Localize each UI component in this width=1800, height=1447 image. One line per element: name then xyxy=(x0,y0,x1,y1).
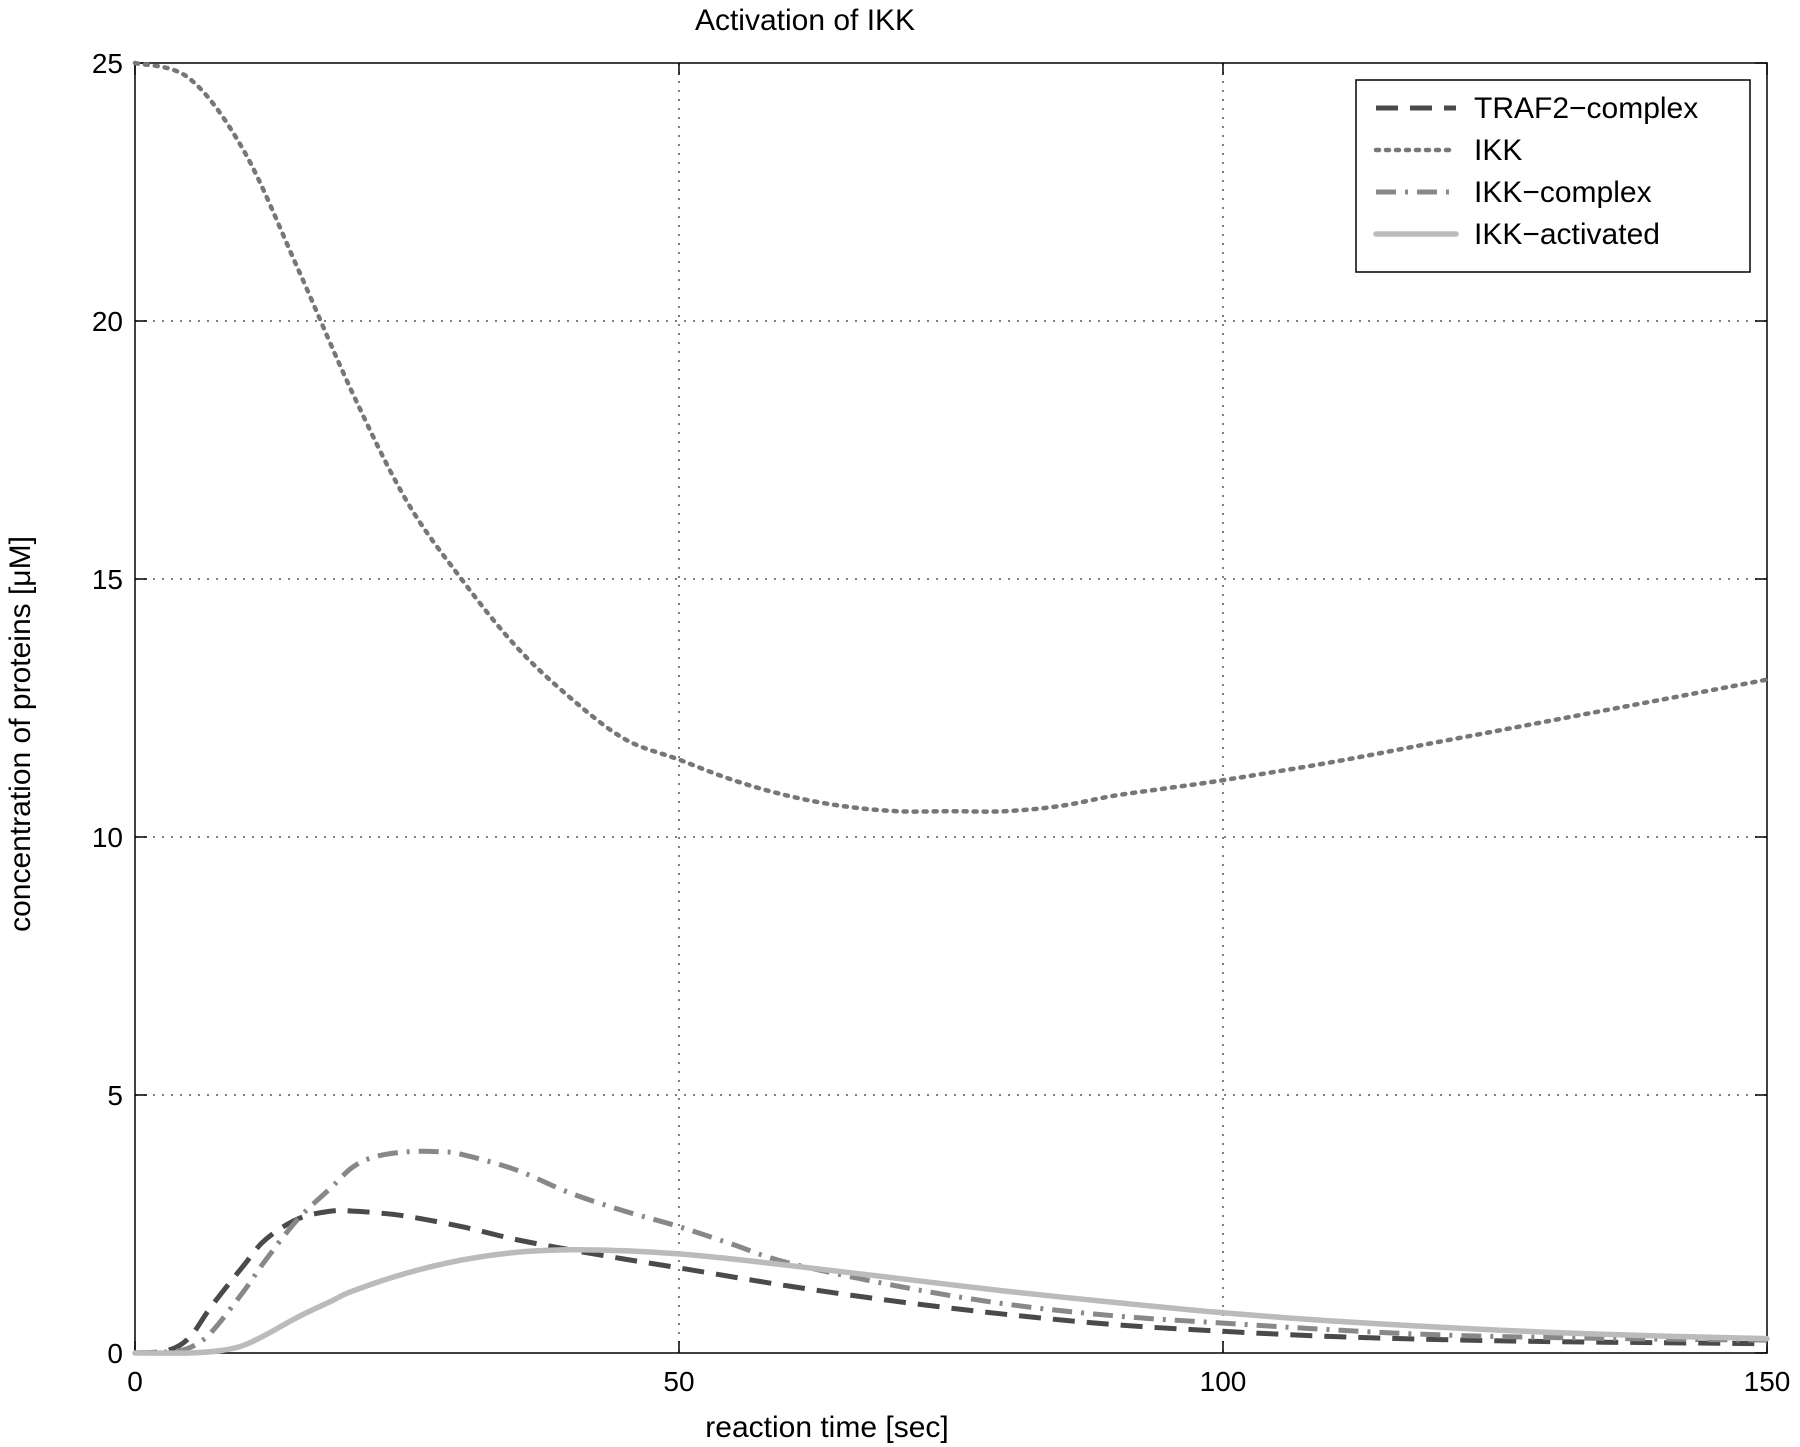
plot-frame xyxy=(134,62,1768,1354)
legend-box xyxy=(1355,79,1751,273)
y-tick-label: 20 xyxy=(92,306,123,337)
legend-label: TRAF2−complex xyxy=(1474,92,1698,125)
y-tick-label: 15 xyxy=(92,564,123,595)
y-tick-label: 10 xyxy=(92,822,123,853)
y-tick-label: 0 xyxy=(107,1338,123,1369)
legend-label: IKK xyxy=(1474,134,1522,167)
legend-label: IKK−complex xyxy=(1474,176,1652,209)
x-axis-label: reaction time [sec] xyxy=(705,1411,948,1444)
legend-label: IKK−activated xyxy=(1474,218,1660,251)
series-line-3 xyxy=(134,1148,1768,1356)
x-tick-label: 150 xyxy=(1744,1366,1791,1397)
y-tick-label: 5 xyxy=(107,1080,123,1111)
series-lines xyxy=(132,60,1770,1356)
x-tick-label: 0 xyxy=(127,1366,143,1397)
grid-lines xyxy=(135,63,1767,1353)
x-tick-label: 100 xyxy=(1200,1366,1247,1397)
series-line-4 xyxy=(132,1246,1770,1356)
x-tick-label: 50 xyxy=(663,1366,694,1397)
tick-labels: 0 50 100 150 0 5 10 15 20 25 xyxy=(92,48,1791,1397)
y-axis-label: concentration of proteins [μM] xyxy=(4,536,37,932)
series-line-1 xyxy=(134,1207,1768,1356)
legend: TRAF2−complex IKK IKK−complex IKK−activated xyxy=(1355,79,1751,273)
series-line-2 xyxy=(132,60,1770,814)
y-tick-label: 25 xyxy=(92,48,123,79)
chart-title: Activation of IKK xyxy=(695,4,915,37)
